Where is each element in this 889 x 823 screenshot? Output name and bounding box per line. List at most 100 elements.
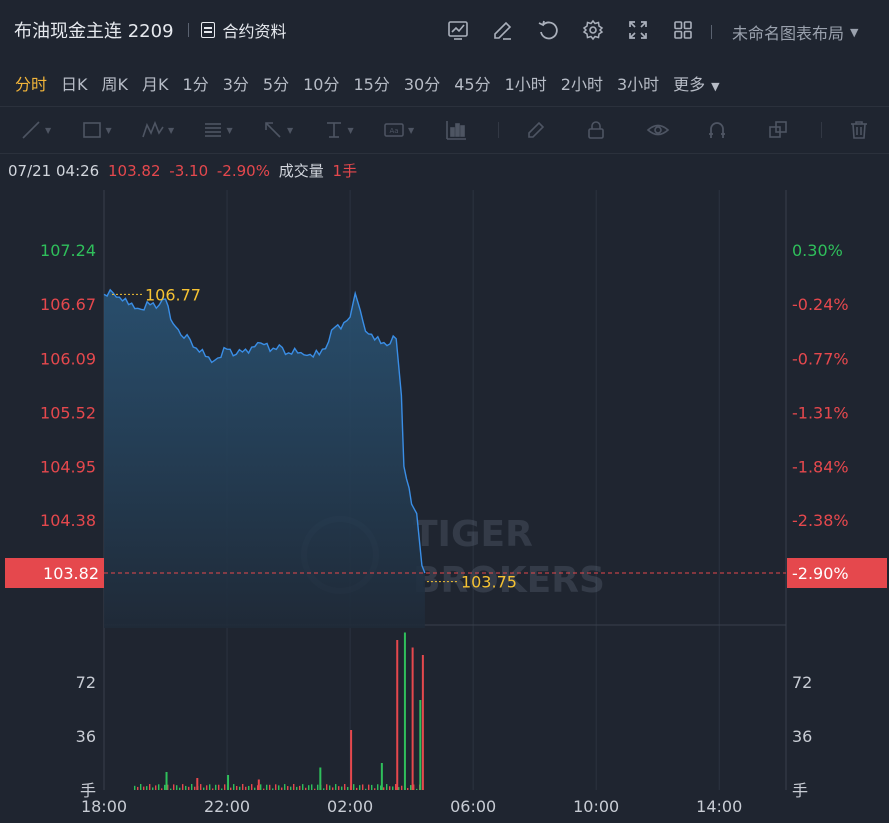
pct-tick-right: -2.38% [792,511,849,530]
period-tab-10min[interactable]: 10分 [303,75,340,94]
watermark-brokers: BROKERS [413,560,605,601]
volume-bar-minor [248,785,250,790]
fibonacci-icon[interactable]: ▼ [204,123,233,137]
volume-bar [196,778,199,790]
volume-bar-minor [410,785,412,790]
volume-bar-minor [347,786,349,790]
period-tab-1hour[interactable]: 1小时 [504,75,547,94]
volume-bar-minor [242,784,244,790]
volume-bar-minor [233,784,235,790]
volume-bar-minor [140,784,142,790]
layout-selector[interactable]: 未命名图表布局 ▼ [711,20,858,44]
volume-bar-minor [317,784,319,790]
rectangle-icon[interactable]: ▼ [81,119,122,141]
time-tick: 02:00 [327,797,373,816]
volume-bar-minor [335,784,337,790]
layers-icon[interactable] [767,119,808,141]
readout-volume-value: 1手 [332,162,358,180]
pct-tick-right: -1.84% [792,457,849,476]
brush-icon[interactable] [525,119,566,141]
volume-bar [411,647,414,790]
period-tab-3min[interactable]: 3分 [222,75,249,94]
bars-pattern-icon[interactable] [444,119,485,141]
period-tab-2hour[interactable]: 2小时 [560,75,603,94]
pattern-icon[interactable]: ▼ [141,119,182,141]
period-tab-timeshare[interactable]: 分时 [15,75,48,94]
volume-bar-minor [302,784,304,790]
period-tab-week[interactable]: 周K [101,75,129,94]
contract-info-label: 合约资料 [222,22,287,41]
volume-bar-minor [383,787,385,790]
grid-icon[interactable] [669,16,697,44]
volume-bar-minor [278,785,280,790]
volume-bar-minor [230,787,232,790]
price-chart[interactable]: TIGER BROKERS 107.24 0.30% 106.67 -0.24% 106… [0,190,889,823]
volume-bar-minor [392,786,394,790]
volume-bar-minor [269,784,271,790]
trash-icon[interactable] [848,119,889,141]
lock-icon[interactable] [585,119,626,141]
volume-bar-minor [221,788,223,790]
eye-icon[interactable] [646,119,687,141]
volume-tick-left: 36 [76,727,96,746]
current-pct-label: -2.90% [792,564,849,583]
volume-bar-minor [260,784,262,790]
volume-bar-minor [407,787,409,790]
period-more-button[interactable]: 更多 ▼ [673,71,719,95]
fullscreen-icon[interactable] [624,16,652,44]
period-tab-day[interactable]: 日K [61,75,88,94]
period-tab-45min[interactable]: 45分 [454,75,491,94]
volume-bar-minor [224,784,226,790]
symbol-title[interactable]: 布油现金主连 2209 [14,21,174,42]
arrow-icon[interactable]: ▼ [262,119,303,141]
volume-unit-right: 手 [792,781,808,800]
volume-bar-minor [167,784,169,790]
measure-icon[interactable]: ▼ [326,122,354,138]
volume-tick-right: 36 [792,727,812,746]
text-icon[interactable]: Aa ▼ [383,119,424,141]
volume-bar-minor [293,784,295,790]
drawing-toolbar: ▼ ▼ ▼ ▼ ▼ ▼ Aa ▼ [0,106,889,154]
volume-unit-left: 手 [80,781,96,800]
volume-bar-minor [341,786,343,790]
volume-bar-minor [236,785,238,790]
volume-bar-minor [200,784,202,790]
readout-change: -3.10 [169,162,209,180]
chart-tools [444,16,714,44]
period-tab-15min[interactable]: 15分 [353,75,390,94]
volume-bar-minor [203,787,205,790]
indicator-icon[interactable] [444,16,472,44]
volume-bar-minor [323,788,325,790]
volume-bar-minor [176,785,178,790]
settings-icon[interactable] [579,16,607,44]
volume-bar-minor [170,788,172,790]
volume-bar-minor [182,784,184,790]
volume-bar [319,767,322,790]
more-label: 更多 [673,75,706,94]
price-marks: 106.77 103.75 [112,285,517,592]
undo-icon[interactable] [534,16,562,44]
volume-bar-minor [308,785,310,790]
period-tab-3hour[interactable]: 3小时 [616,75,660,94]
volume-bar-minor [257,785,259,790]
toolbar-divider [498,122,499,138]
edit-icon[interactable] [489,16,517,44]
period-tab-30min[interactable]: 30分 [403,75,441,94]
volume-bar-minor [158,784,160,790]
volume-bar-minor [311,784,313,790]
period-tab-5min[interactable]: 5分 [262,75,290,94]
volume-bar-minor [164,784,166,790]
volume-bar-minor [314,788,316,790]
volume-bar-minor [326,784,328,790]
volume-bar-minor [296,786,298,790]
period-tab-1min[interactable]: 1分 [182,75,209,94]
volume-bar-minor [218,784,220,790]
time-tick: 10:00 [573,797,619,816]
volume-bar-minor [290,786,292,790]
trendline-icon[interactable]: ▼ [20,119,61,141]
contract-info-button[interactable]: 合约资料 [200,18,287,42]
volume-bars [134,632,424,790]
volume-bar-minor [191,784,193,790]
magnet-icon[interactable] [706,119,747,141]
period-tab-month[interactable]: 月K [142,75,169,94]
